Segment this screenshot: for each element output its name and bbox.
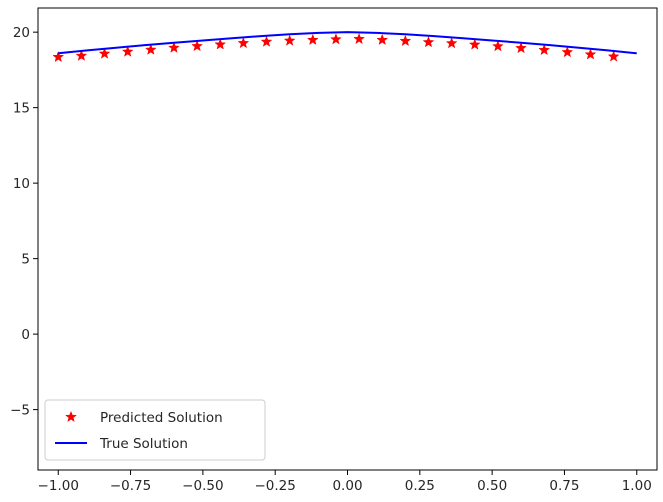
y-tick-label: 15 [13, 101, 30, 117]
legend-label: Predicted Solution [100, 410, 223, 426]
true-solution-line [58, 31, 637, 55]
predicted-point [144, 43, 157, 55]
x-axis-ticks: −1.00 −0.75 −0.50 −0.25 0.00 0.25 0.50 0.75 1.00 [38, 470, 652, 494]
predicted-point [607, 50, 620, 62]
predicted-point [330, 33, 342, 45]
predicted-point [376, 33, 389, 46]
x-tick-label: −0.25 [254, 478, 295, 494]
predicted-point [191, 39, 204, 52]
legend: Predicted Solution True Solution [44, 399, 266, 461]
legend-label: True Solution [99, 436, 188, 452]
predicted-point [306, 33, 319, 46]
y-tick-label: 5 [21, 252, 30, 268]
x-tick-label: 0.50 [477, 478, 507, 494]
series-predicted-solution-points [52, 32, 620, 63]
predicted-point [214, 38, 227, 50]
y-tick-label: 10 [13, 176, 30, 192]
predicted-point [98, 47, 111, 59]
x-tick-label: 0.00 [332, 478, 362, 494]
predicted-point [584, 48, 597, 60]
predicted-point [445, 37, 458, 49]
plot-content [52, 31, 637, 63]
predicted-point [283, 34, 296, 46]
legend-star-swatch [65, 410, 77, 423]
predicted-point [399, 34, 412, 47]
y-tick-label: 0 [21, 327, 30, 343]
y-axis-ticks: −5 0 5 10 15 20 [10, 25, 38, 419]
x-tick-label: 0.75 [549, 478, 579, 494]
x-tick-label: −0.75 [110, 478, 151, 494]
predicted-point [353, 32, 365, 45]
predicted-point [422, 36, 435, 48]
y-tick-label: −5 [10, 403, 30, 419]
predicted-point [237, 36, 250, 49]
predicted-point [538, 43, 551, 56]
predicted-point [52, 50, 65, 63]
x-tick-label: 1.00 [622, 478, 652, 494]
predicted-point [168, 41, 180, 53]
x-tick-label: 0.25 [405, 478, 435, 494]
predicted-point [561, 46, 574, 58]
axes-frame [37, 7, 658, 471]
legend-box [44, 399, 266, 461]
predicted-point [491, 40, 504, 52]
plot-area [37, 7, 658, 471]
x-tick-label: −1.00 [38, 478, 79, 494]
y-tick-label: 20 [13, 25, 30, 41]
series-true-solution-line [58, 31, 637, 55]
predicted-point [260, 35, 273, 47]
predicted-point [468, 38, 481, 50]
predicted-point [75, 49, 88, 61]
x-tick-label: −0.50 [182, 478, 223, 494]
predicted-point [121, 45, 134, 57]
predicted-point [515, 41, 527, 54]
